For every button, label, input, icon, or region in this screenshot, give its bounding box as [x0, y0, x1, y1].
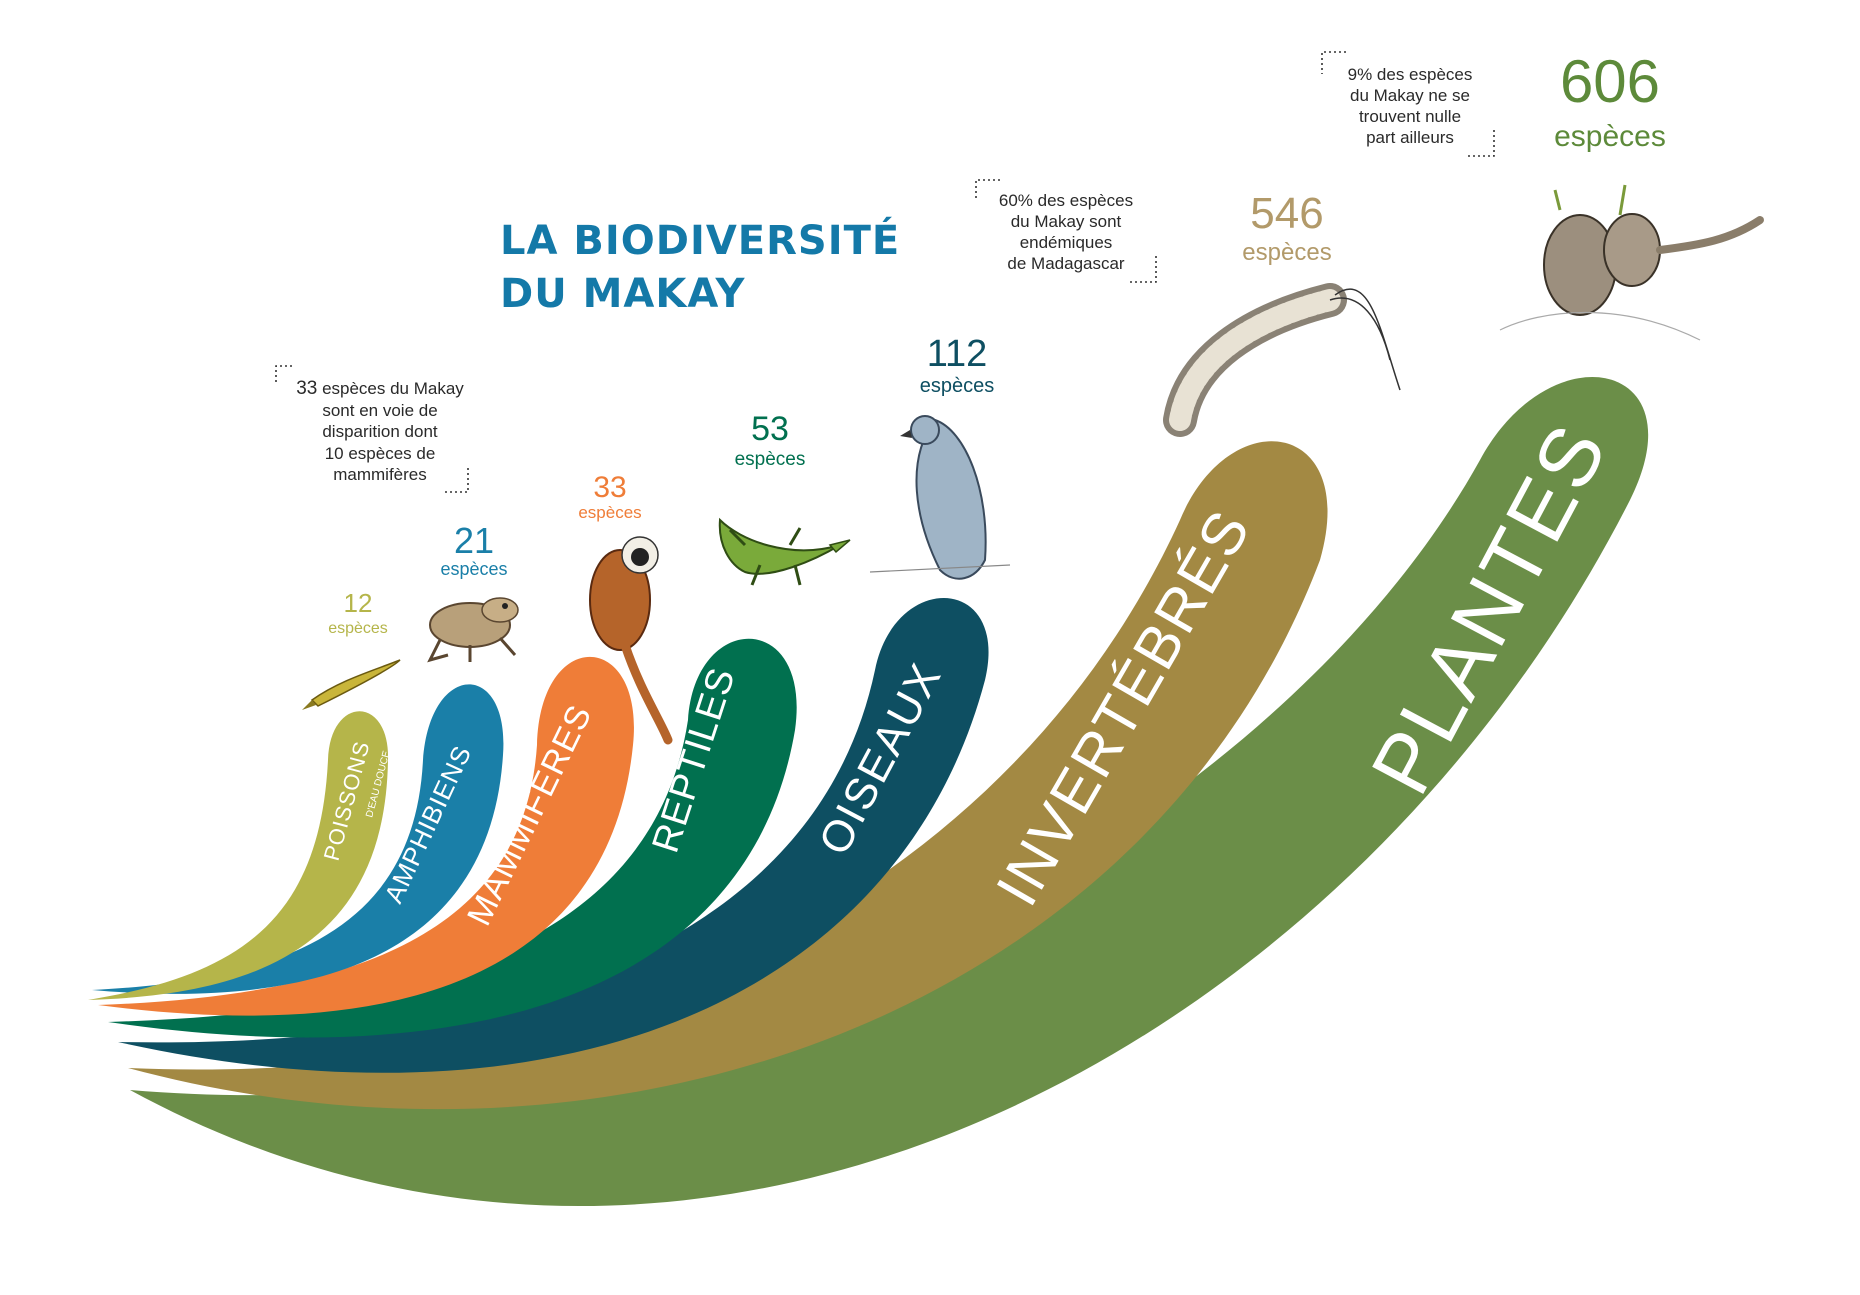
count-plantes: 606	[1560, 48, 1660, 115]
band-mammiferes	[98, 656, 634, 1016]
count-mammiferes: 33	[593, 471, 626, 504]
bird-illustration	[869, 415, 1011, 580]
unit-mammiferes: espèces	[578, 503, 641, 522]
note-madagascar-line-1: du Makay sont	[1011, 212, 1122, 231]
unit-invertebres: espèces	[1242, 239, 1331, 266]
note-endangered-lead: 33	[296, 378, 317, 399]
unit-oiseaux: espèces	[920, 375, 995, 397]
band-reptiles	[108, 638, 797, 1038]
frog-illustration	[427, 597, 519, 663]
note-endangered-line-1: sont en voie de	[322, 401, 437, 420]
count-oiseaux: 112	[927, 333, 988, 375]
note-endemic-madagascar: 60% des espèces du Makay sont endémiques…	[975, 179, 1157, 283]
count-poissons: 12	[344, 588, 373, 618]
note-bracket-bottom	[1130, 256, 1157, 283]
count-invertebres: 546	[1250, 189, 1323, 238]
page-title: LA BIODIVERSITÉ DU MAKAY	[500, 216, 900, 317]
title-line-1: LA BIODIVERSITÉ	[500, 216, 900, 264]
count-reptiles: 53	[751, 410, 789, 448]
note-bracket-bottom	[442, 468, 469, 493]
note-bracket-top	[1321, 51, 1346, 74]
note-madagascar-line-2: endémiques	[1020, 233, 1113, 252]
note-endangered-line-4: mammifères	[333, 465, 427, 484]
note-endangered-line-3: 10 espèces de	[325, 444, 436, 463]
band-plantes	[130, 377, 1649, 1207]
note-makay-line-1: du Makay ne se	[1350, 86, 1470, 105]
note-endangered-rest: espèces du Makay	[322, 379, 464, 398]
count-amphibiens: 21	[454, 520, 494, 561]
millipede-illustration	[1163, 283, 1401, 437]
title-line-2: DU MAKAY	[500, 271, 745, 317]
unit-reptiles: espèces	[735, 449, 806, 470]
note-endangered-line-2: disparition dont	[322, 422, 438, 441]
band-amphibiens	[92, 684, 504, 994]
note-makay-line-2: trouvent nulle	[1359, 107, 1461, 126]
lemur-illustration	[589, 536, 673, 745]
bands	[88, 377, 1649, 1207]
note-bracket-top	[275, 365, 292, 384]
note-makay-line-0: 9% des espèces	[1348, 65, 1473, 84]
note-bracket-bottom	[1468, 130, 1495, 157]
band-poissons	[88, 711, 389, 1000]
note-makay-line-3: part ailleurs	[1366, 128, 1454, 147]
unit-plantes: espèces	[1554, 120, 1666, 153]
note-madagascar-line-0: 60% des espèces	[999, 191, 1133, 210]
counts: 12 espèces 21 espèces 33 espèces 53 espè…	[328, 48, 1666, 637]
fish-illustration	[302, 659, 401, 710]
note-madagascar-line-3: de Madagascar	[1007, 254, 1125, 273]
lizard-illustration	[718, 517, 851, 586]
band-oiseaux	[118, 598, 989, 1073]
unit-amphibiens: espèces	[440, 559, 507, 579]
note-bracket-top	[975, 179, 1000, 200]
note-endemic-makay: 9% des espèces du Makay ne se trouvent n…	[1321, 51, 1495, 157]
plant-illustration	[1499, 184, 1764, 341]
note-endangered-line-0: 33 espèces du Makay	[296, 378, 464, 399]
note-endangered: 33 espèces du Makay sont en voie de disp…	[275, 365, 469, 493]
unit-poissons: espèces	[328, 620, 388, 637]
